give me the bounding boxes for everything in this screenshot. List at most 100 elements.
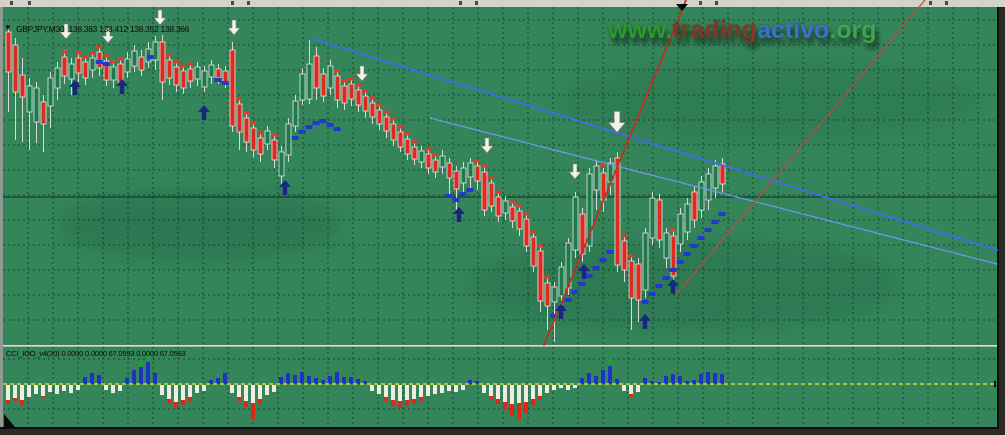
bull-candle [649, 197, 656, 239]
bull-candle [47, 77, 54, 107]
watermark-trading: trading [672, 16, 758, 44]
top-strip-ticks [10, 1, 948, 5]
bear-candle [82, 61, 89, 79]
bear-candle [222, 70, 229, 83]
candles [5, 25, 726, 342]
bull-candle [278, 151, 285, 177]
bear-candle [544, 282, 551, 307]
bull-candle [663, 232, 670, 259]
bull-candle [572, 196, 579, 251]
trendline[interactable] [312, 38, 998, 251]
bear-candle [355, 89, 362, 106]
sell-arrow-icon [153, 9, 167, 26]
buy-arrow-icon [69, 80, 81, 95]
bull-candle [89, 57, 96, 71]
watermark-www: www. [608, 16, 673, 44]
signal-arrows [59, 9, 679, 329]
window-left-border [0, 7, 3, 435]
pane-separator[interactable] [3, 345, 997, 347]
bear-candle [376, 109, 383, 125]
bear-candle [40, 101, 47, 125]
bear-candle [257, 137, 264, 155]
bull-candle [705, 173, 712, 201]
bear-candle [348, 83, 355, 100]
bear-candle [12, 44, 19, 93]
bear-candle [215, 68, 222, 79]
bull-candle [684, 203, 691, 233]
bear-candle [537, 250, 544, 302]
window-right-frame [999, 7, 1005, 429]
chart-quote-label: GBPJPY,M30 138.383 138.412 138.352 138.3… [16, 24, 189, 34]
bear-candle [390, 123, 397, 141]
buy-arrow-icon [578, 264, 590, 279]
bear-candle [250, 127, 257, 151]
sell-arrow-icon [59, 23, 73, 40]
bear-candle [656, 199, 663, 241]
buy-arrow-icon [279, 180, 291, 195]
bear-candle [187, 68, 194, 82]
bear-candle [5, 31, 12, 73]
bull-candle [306, 63, 313, 100]
bear-candle [446, 162, 453, 179]
bull-candle [54, 67, 61, 89]
grid [3, 7, 997, 427]
bear-candle [243, 117, 250, 143]
cci-histogram [6, 353, 724, 420]
bear-candle [425, 153, 432, 169]
sell-arrow-icon [355, 65, 369, 82]
bear-candle [229, 49, 236, 127]
buy-arrow-icon [639, 314, 651, 329]
bear-candle [383, 116, 390, 132]
bear-candle [313, 55, 320, 89]
bear-candle [411, 146, 418, 160]
bear-candle [635, 263, 642, 301]
bear-candle [474, 165, 481, 182]
site-watermark: www.tradingactivo.org [608, 16, 877, 45]
bear-candle [61, 56, 68, 77]
bear-candle [159, 41, 166, 83]
bear-candle [397, 131, 404, 148]
trendline[interactable] [429, 117, 998, 265]
bull-candle [593, 165, 600, 191]
bear-candle [719, 163, 726, 185]
symbol-dropdown-icon: ▼ [4, 23, 12, 32]
bull-candle [264, 130, 271, 145]
bear-candle [670, 235, 677, 277]
bear-candle [138, 56, 145, 71]
bear-candle [481, 171, 488, 211]
buy-arrow-icon [198, 105, 210, 120]
window-bottom-border [0, 427, 1005, 429]
bull-candle [26, 85, 33, 113]
bear-candle [509, 206, 516, 222]
trendlines [312, 0, 998, 346]
sell-arrow-icon [101, 27, 115, 44]
background-watermark-blob [560, 60, 980, 140]
bear-candle [691, 191, 698, 221]
buy-arrow-icon [453, 207, 465, 222]
bull-candle [299, 73, 306, 101]
trendline[interactable] [675, 0, 926, 296]
bull-candle [208, 64, 215, 78]
bear-candle [404, 138, 411, 155]
bear-candle [271, 139, 278, 161]
bull-candle [586, 173, 593, 247]
bear-candle [320, 73, 327, 97]
indicator-label: CCI_IOO_v4(20) 0.0000 0.0000 67.0593 0.0… [6, 349, 186, 358]
symbol-timeframe-label: GBPJPY,M30 [16, 24, 65, 34]
cci-zero-line [3, 381, 996, 387]
bull-candle [327, 65, 334, 89]
bull-candle [460, 167, 467, 184]
window-bottom-frame [0, 429, 1005, 435]
trendline[interactable] [543, 0, 687, 346]
window-right-border [997, 7, 999, 427]
bear-candle [75, 57, 82, 74]
bear-candle [362, 95, 369, 112]
bull-candle [418, 150, 425, 163]
bear-candle [628, 260, 635, 299]
bull-candle [292, 100, 299, 127]
watermark-org: .org [829, 16, 877, 44]
bull-candle [467, 162, 474, 178]
corner-wedge [4, 414, 15, 427]
bear-candle [495, 196, 502, 217]
